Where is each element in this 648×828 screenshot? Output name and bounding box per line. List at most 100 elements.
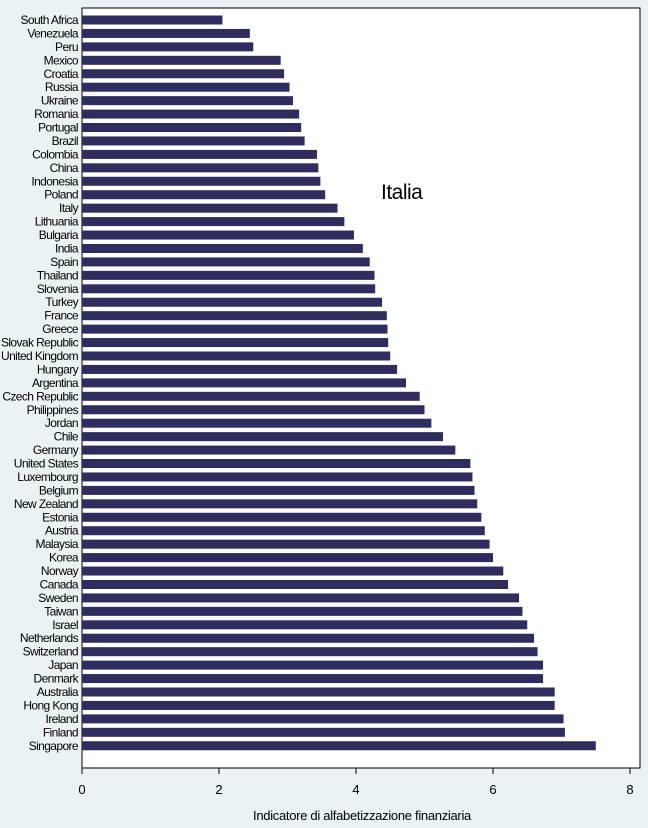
bar-germany bbox=[82, 445, 456, 455]
x-tick-label-4: 4 bbox=[352, 782, 359, 797]
category-label-finland: Finland bbox=[43, 725, 78, 739]
bar-chile bbox=[82, 432, 443, 442]
bar-indonesia bbox=[82, 176, 321, 186]
category-label-russia: Russia bbox=[45, 80, 79, 94]
category-label-slovenia: Slovenia bbox=[37, 282, 79, 296]
category-label-jordan: Jordan bbox=[45, 416, 78, 430]
category-label-romania: Romania bbox=[34, 107, 79, 121]
bar-portugal bbox=[82, 123, 302, 133]
x-axis-title: Indicatore di alfabetizzazione finanziar… bbox=[253, 808, 472, 823]
bar-slovenia bbox=[82, 284, 376, 294]
category-label-ukraine: Ukraine bbox=[41, 94, 79, 108]
category-label-belgium: Belgium bbox=[39, 483, 79, 497]
bar-turkey bbox=[82, 297, 383, 307]
bar-mexico bbox=[82, 55, 281, 65]
category-label-lithuania: Lithuania bbox=[35, 215, 79, 229]
bar-poland bbox=[82, 190, 326, 200]
category-label-czech-republic: Czech Republic bbox=[2, 389, 78, 403]
category-label-austria: Austria bbox=[45, 524, 79, 538]
category-label-netherlands: Netherlands bbox=[20, 631, 79, 645]
bar-argentina bbox=[82, 378, 407, 388]
category-label-hong-kong: Hong Kong bbox=[23, 698, 78, 712]
bar-hong-kong bbox=[82, 700, 555, 710]
bar-norway bbox=[82, 566, 504, 576]
bar-taiwan bbox=[82, 606, 523, 616]
bar-peru bbox=[82, 42, 254, 52]
bar-austria bbox=[82, 526, 485, 536]
category-label-singapore: Singapore bbox=[29, 739, 79, 753]
category-label-sweden: Sweden bbox=[38, 591, 78, 605]
bar-new-zealand bbox=[82, 499, 478, 509]
category-label-hungary: Hungary bbox=[37, 362, 79, 376]
bar-japan bbox=[82, 660, 544, 670]
category-label-denmark: Denmark bbox=[34, 672, 80, 686]
category-label-venezuela: Venezuela bbox=[27, 26, 79, 40]
category-label-germany: Germany bbox=[33, 443, 79, 457]
bar-united-kingdom bbox=[82, 351, 391, 361]
bar-ireland bbox=[82, 714, 564, 724]
category-label-greece: Greece bbox=[42, 322, 79, 336]
bar-jordan bbox=[82, 418, 432, 428]
bar-spain bbox=[82, 257, 370, 267]
bar-croatia bbox=[82, 69, 285, 79]
category-label-philippines: Philippines bbox=[27, 403, 79, 417]
bar-sweden bbox=[82, 593, 520, 603]
bar-france bbox=[82, 311, 387, 321]
bar-estonia bbox=[82, 512, 482, 522]
x-tick-label-8: 8 bbox=[626, 782, 633, 797]
bar-denmark bbox=[82, 674, 544, 684]
x-axis: 0 2 4 6 8 bbox=[78, 768, 634, 797]
category-label-peru: Peru bbox=[55, 40, 78, 54]
category-label-estonia: Estonia bbox=[42, 510, 79, 524]
bar-luxembourg bbox=[82, 472, 473, 482]
category-label-ireland: Ireland bbox=[46, 712, 79, 726]
bar-italy bbox=[82, 203, 338, 213]
category-label-thailand: Thailand bbox=[37, 268, 78, 282]
category-label-turkey: Turkey bbox=[45, 295, 78, 309]
bar-greece bbox=[82, 324, 388, 334]
bar-lithuania bbox=[82, 217, 345, 227]
bar-canada bbox=[82, 579, 509, 589]
x-tick-label-0: 0 bbox=[78, 782, 85, 797]
bar-czech-republic bbox=[82, 391, 420, 401]
bar-belgium bbox=[82, 485, 475, 495]
bar-thailand bbox=[82, 270, 375, 280]
bar-australia bbox=[82, 687, 555, 697]
category-label-indonesia: Indonesia bbox=[31, 174, 79, 188]
bar-ukraine bbox=[82, 96, 293, 106]
category-label-south-africa: South Africa bbox=[20, 13, 78, 27]
bar-china bbox=[82, 163, 319, 173]
category-label-luxembourg: Luxembourg bbox=[17, 470, 78, 484]
category-label-taiwan: Taiwan bbox=[44, 604, 78, 618]
bar-korea bbox=[82, 553, 493, 563]
italia-annotation: Italia bbox=[381, 181, 423, 204]
category-label-united-kingdom: United Kingdom bbox=[1, 349, 79, 363]
category-label-colombia: Colombia bbox=[32, 147, 79, 161]
category-label-slovak-republic: Slovak Republic bbox=[1, 336, 79, 350]
category-label-india: India bbox=[55, 241, 79, 255]
bar-singapore bbox=[82, 741, 596, 751]
bar-malaysia bbox=[82, 539, 490, 549]
category-label-brazil: Brazil bbox=[52, 134, 78, 148]
bar-philippines bbox=[82, 405, 425, 415]
bar-switzerland bbox=[82, 647, 538, 657]
category-label-new-zealand: New Zealand bbox=[14, 497, 78, 511]
bars-group bbox=[82, 15, 596, 751]
bar-bulgaria bbox=[82, 230, 354, 240]
category-label-italy: Italy bbox=[59, 201, 79, 215]
category-label-spain: Spain bbox=[50, 255, 78, 269]
category-label-china: China bbox=[50, 161, 79, 175]
bar-brazil bbox=[82, 136, 305, 146]
bar-netherlands bbox=[82, 633, 535, 643]
category-label-france: France bbox=[44, 309, 79, 323]
x-tick-label-2: 2 bbox=[215, 782, 222, 797]
category-label-canada: Canada bbox=[40, 577, 79, 591]
category-label-australia: Australia bbox=[37, 685, 79, 699]
category-label-bulgaria: Bulgaria bbox=[39, 228, 79, 242]
category-label-korea: Korea bbox=[49, 551, 79, 565]
category-label-switzerland: Switzerland bbox=[23, 645, 78, 659]
bar-colombia bbox=[82, 149, 317, 159]
bar-israel bbox=[82, 620, 528, 630]
